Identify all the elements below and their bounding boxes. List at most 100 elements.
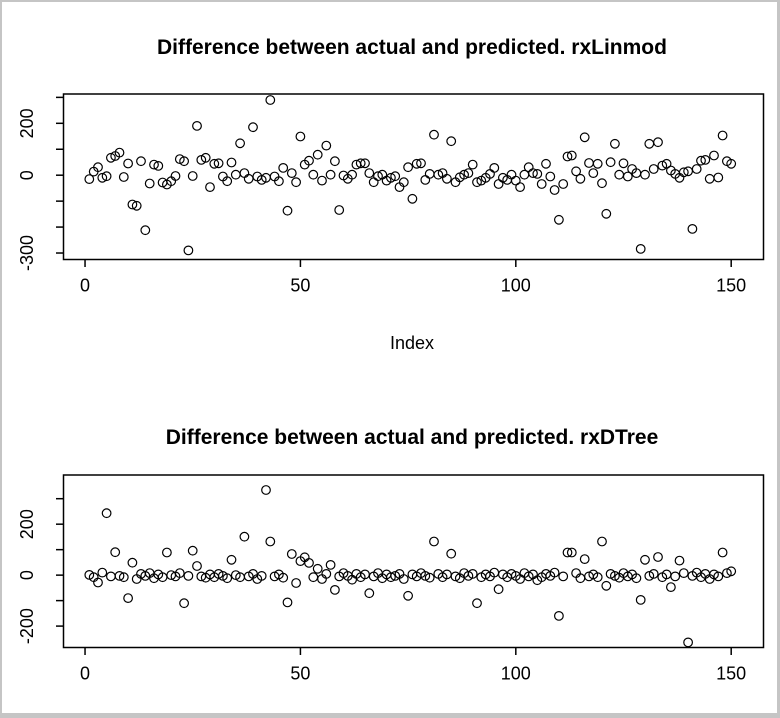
data-point: [597, 178, 607, 189]
data-point: [226, 554, 237, 565]
data-point: [256, 571, 267, 581]
data-point: [493, 584, 504, 595]
data-point: [463, 168, 474, 179]
data-point: [330, 585, 340, 595]
data-point: [407, 193, 418, 204]
data-point: [364, 168, 375, 179]
data-point: [562, 151, 573, 162]
data-point: [304, 155, 314, 166]
data-point: [291, 578, 302, 588]
data-point: [536, 179, 547, 189]
data-point: [532, 168, 543, 179]
data-point: [205, 182, 215, 193]
y-tick-label: -300: [17, 235, 37, 271]
data-point: [179, 156, 190, 167]
data-point: [291, 177, 302, 188]
data-point: [709, 150, 719, 161]
data-point: [312, 563, 323, 574]
data-point: [183, 571, 194, 581]
data-point: [579, 132, 590, 143]
data-point: [274, 176, 284, 187]
data-point: [424, 168, 435, 179]
data-point: [114, 571, 125, 581]
data-point: [622, 171, 633, 182]
data-point: [330, 156, 340, 167]
data-point: [105, 571, 116, 582]
data-point: [575, 173, 586, 184]
data-point: [140, 225, 151, 236]
data-point: [704, 173, 715, 184]
data-point: [347, 169, 358, 180]
data-point: [386, 172, 396, 183]
data-point: [678, 167, 689, 178]
x-axis-label-index: Index: [389, 333, 435, 353]
data-point: [566, 547, 577, 558]
data-point: [153, 160, 164, 171]
data-point: [433, 169, 444, 180]
data-point: [610, 571, 620, 581]
data-point: [640, 169, 650, 180]
data-point: [687, 223, 698, 234]
data-point: [282, 205, 293, 216]
data-point: [442, 173, 452, 184]
data-point: [562, 547, 573, 558]
data-point: [592, 572, 603, 583]
data-point: [118, 172, 129, 182]
data-point: [472, 177, 482, 188]
data-point: [459, 169, 470, 180]
data-point: [640, 554, 650, 565]
data-point: [717, 130, 728, 141]
data-point: [635, 243, 646, 254]
data-point: [424, 572, 435, 583]
data-point: [105, 152, 116, 163]
data-point: [282, 597, 293, 608]
data-point: [398, 574, 409, 584]
data-point: [187, 171, 198, 181]
data-point: [554, 214, 564, 225]
y-tick-label: 0: [17, 570, 37, 580]
data-point: [192, 561, 202, 571]
data-point: [317, 175, 327, 186]
data-point: [200, 152, 211, 163]
data-point: [670, 571, 681, 582]
plot-box: [62, 474, 765, 649]
data-point: [450, 571, 461, 582]
y-tick-label: 200: [17, 509, 37, 539]
data-point: [278, 162, 289, 173]
data-point: [84, 174, 95, 185]
data-point: [213, 158, 224, 169]
data-point: [666, 582, 676, 592]
data-point: [222, 176, 233, 187]
data-point: [713, 571, 724, 582]
data-point: [265, 95, 276, 105]
x-tick-label: 100: [501, 664, 531, 684]
data-point: [644, 138, 655, 149]
data-point: [334, 205, 345, 215]
x-tick-label: 0: [80, 664, 90, 684]
data-point: [566, 150, 577, 161]
data-point: [93, 577, 103, 588]
data-point: [644, 571, 655, 581]
data-point: [467, 159, 478, 170]
data-point: [429, 129, 439, 140]
data-point: [101, 171, 112, 182]
data-point: [691, 164, 702, 174]
data-point: [403, 162, 414, 173]
data-point: [170, 171, 181, 181]
data-point: [614, 169, 625, 180]
data-point: [541, 158, 551, 169]
data-point: [131, 200, 142, 211]
data-point: [325, 560, 336, 570]
data-point: [579, 554, 590, 564]
x-tick-label: 50: [290, 664, 310, 684]
data-point: [446, 548, 457, 559]
data-point: [515, 182, 525, 193]
data-point: [174, 568, 185, 578]
data-point: [261, 485, 271, 495]
data-point: [192, 120, 202, 131]
data-point: [97, 567, 108, 578]
data-point: [420, 571, 431, 581]
data-point: [127, 557, 138, 568]
chart-title-rxdtree: Difference between actual and predicted.…: [165, 426, 659, 449]
